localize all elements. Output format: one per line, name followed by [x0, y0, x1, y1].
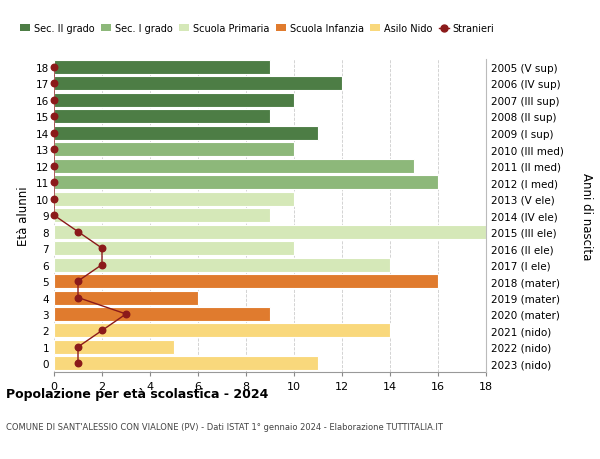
Bar — [54, 127, 318, 140]
Point — [97, 327, 107, 335]
Y-axis label: Anni di nascita: Anni di nascita — [580, 172, 593, 259]
Bar — [54, 61, 270, 75]
Point — [73, 294, 83, 302]
Point — [121, 311, 131, 318]
Point — [73, 229, 83, 236]
Point — [97, 261, 107, 269]
Bar — [54, 209, 270, 223]
Bar — [54, 258, 390, 272]
Point — [49, 81, 59, 88]
Point — [49, 212, 59, 219]
Bar — [54, 77, 342, 91]
Bar — [54, 340, 174, 354]
Bar — [54, 192, 294, 206]
Point — [97, 245, 107, 252]
Point — [49, 97, 59, 104]
Bar — [54, 274, 438, 288]
Y-axis label: Età alunni: Età alunni — [17, 186, 31, 246]
Bar — [54, 159, 414, 174]
Bar — [54, 110, 270, 124]
Point — [49, 113, 59, 121]
Bar — [54, 324, 390, 338]
Bar — [54, 176, 438, 190]
Point — [49, 130, 59, 137]
Text: Popolazione per età scolastica - 2024: Popolazione per età scolastica - 2024 — [6, 387, 268, 400]
Point — [49, 64, 59, 72]
Point — [49, 179, 59, 186]
Bar — [54, 357, 318, 370]
Point — [49, 196, 59, 203]
Bar — [54, 143, 294, 157]
Point — [49, 146, 59, 154]
Point — [73, 278, 83, 285]
Point — [49, 163, 59, 170]
Text: COMUNE DI SANT'ALESSIO CON VIALONE (PV) - Dati ISTAT 1° gennaio 2024 - Elaborazi: COMUNE DI SANT'ALESSIO CON VIALONE (PV) … — [6, 422, 443, 431]
Point — [73, 343, 83, 351]
Bar — [54, 291, 198, 305]
Bar — [54, 241, 294, 256]
Legend: Sec. II grado, Sec. I grado, Scuola Primaria, Scuola Infanzia, Asilo Nido, Stran: Sec. II grado, Sec. I grado, Scuola Prim… — [20, 24, 494, 34]
Bar — [54, 94, 294, 108]
Bar — [54, 225, 486, 239]
Bar — [54, 308, 270, 321]
Point — [73, 360, 83, 367]
